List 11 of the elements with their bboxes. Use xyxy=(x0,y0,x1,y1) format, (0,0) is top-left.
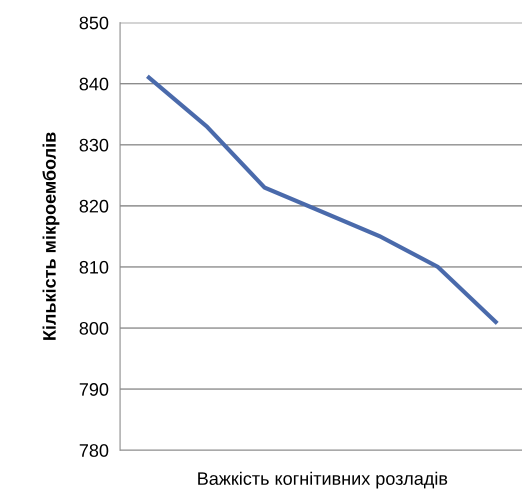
y-tick-label: 810 xyxy=(80,260,108,274)
x-axis-title: Важкість когнітивних розладів xyxy=(198,472,448,489)
y-axis-title: Кількість мікроемболів xyxy=(42,132,60,340)
y-tick-label: 790 xyxy=(80,383,108,396)
y-tick-label: 850 xyxy=(80,16,108,30)
y-tick-label: 840 xyxy=(80,78,108,90)
y-tick-label: 820 xyxy=(80,200,108,213)
line-series xyxy=(146,76,498,324)
y-tick-label: 830 xyxy=(80,138,108,152)
y-tick-label: 780 xyxy=(80,444,108,457)
y-tick-label: 800 xyxy=(80,322,108,335)
